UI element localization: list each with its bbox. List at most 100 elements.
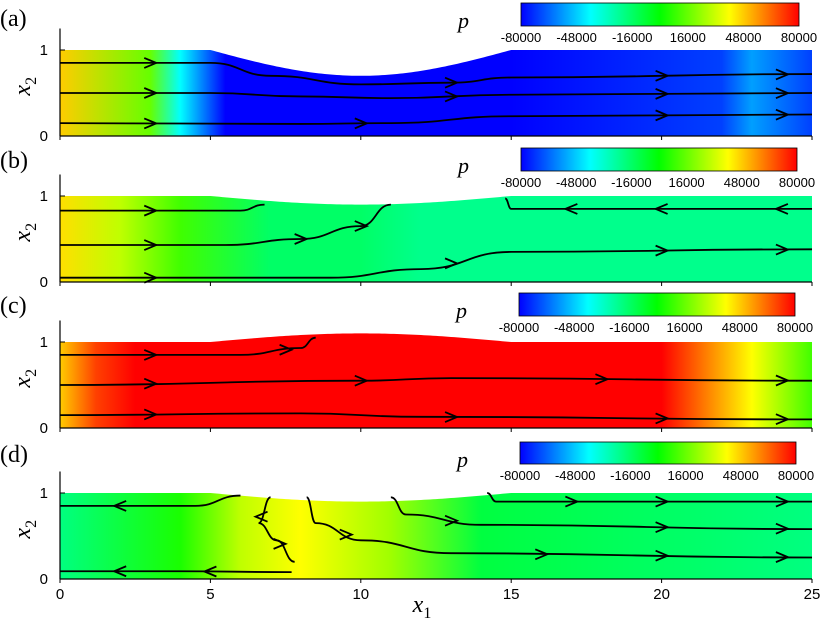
y-tick-label: 1 — [40, 485, 48, 502]
y-tick-label: 0 — [40, 571, 48, 588]
y-axis-title: x2 — [10, 77, 40, 97]
axes-b: 0 1 x2 — [10, 174, 813, 291]
streamlines-c — [59, 336, 813, 426]
colorbar-a: -80000 -48000 -16000 16000 48000 80000 p — [456, 2, 817, 45]
colorbar-tick-label: -16000 — [609, 320, 649, 335]
colorbar-tick-label: -48000 — [555, 468, 595, 483]
streamline — [59, 113, 813, 125]
panel-c: (c) 0 1 x2 -80000 -48000 -16000 16000 48000 800… — [0, 292, 813, 437]
colorbar-tick-label: -48000 — [554, 320, 594, 335]
streamline — [60, 570, 292, 574]
y-tick-label: 1 — [40, 334, 48, 351]
streamline-arrow — [655, 495, 670, 508]
x-tick-label: 10 — [352, 586, 369, 603]
streamline-arrow — [444, 514, 460, 527]
colorbar-c: -80000 -48000 -16000 16000 48000 80000 p — [454, 292, 813, 335]
colorbar-tick-label: -80000 — [500, 468, 540, 483]
streamline-arrow — [143, 87, 159, 99]
panel-a: (a) 0 1 x2 -80000 -48000 -16000 16000 48000 800… — [0, 2, 817, 145]
streamline — [59, 412, 813, 421]
streamline-arrow — [655, 69, 670, 82]
pressure-domain — [60, 333, 812, 428]
streamlines-d — [60, 492, 813, 578]
colorbar-label: p — [456, 8, 469, 33]
streamline-arrow — [273, 538, 288, 550]
colorbar-strip — [520, 2, 800, 27]
streamline-arrow — [354, 220, 370, 232]
pressure-field-b — [60, 196, 812, 282]
streamline-arrow — [202, 565, 217, 578]
streamline-arrow — [143, 117, 159, 130]
colorbar-tick-label: 48000 — [723, 468, 759, 483]
colorbar-label: p — [454, 298, 467, 323]
colorbar-strip — [520, 147, 798, 172]
y-tick-label: 0 — [40, 128, 48, 145]
colorbar-tick-label: -16000 — [612, 30, 652, 45]
streamline-arrow — [595, 373, 610, 386]
colorbar-tick-label: 48000 — [725, 30, 761, 45]
streamline-arrow — [444, 90, 460, 103]
colorbar-tick-label: -48000 — [556, 30, 596, 45]
colorbar-label: p — [456, 153, 469, 178]
colorbar-tick-label: 16000 — [667, 320, 703, 335]
streamline-arrow — [655, 244, 670, 257]
colorbar-b: -80000 -48000 -16000 16000 48000 80000 p — [456, 147, 815, 190]
streamline — [258, 496, 295, 563]
pressure-domain — [60, 493, 812, 579]
x-tick-label: 5 — [206, 586, 214, 603]
pressure-field-c — [60, 333, 812, 428]
colorbar-tick-label: 80000 — [781, 30, 817, 45]
streamline-arrow — [143, 239, 159, 251]
streamline — [60, 61, 813, 86]
streamline-arrow — [775, 108, 791, 121]
y-axis-title: x2 — [10, 520, 40, 540]
streamline-arrow — [775, 495, 791, 508]
axes-a: 0 1 x2 — [10, 28, 813, 145]
streamline — [60, 92, 813, 100]
streamline — [60, 494, 241, 507]
streamline-arrow — [653, 203, 668, 215]
streamline-arrow — [655, 521, 670, 533]
colorbar-tick-label: 80000 — [779, 175, 815, 190]
streamline-arrow — [111, 500, 127, 512]
pressure-field-d — [60, 493, 812, 579]
streamline — [60, 248, 813, 279]
colorbar-tick-label: -16000 — [610, 468, 650, 483]
y-tick-label: 1 — [40, 188, 48, 205]
colorbar-label: p — [455, 447, 468, 472]
streamline-arrow — [143, 271, 159, 284]
y-axis-title: x2 — [10, 369, 40, 389]
streamline-arrow — [444, 257, 460, 270]
streamline-arrow — [775, 243, 791, 256]
x-tick-label: 20 — [653, 586, 670, 603]
colorbar-tick-label: -80000 — [501, 175, 541, 190]
streamline-arrow — [444, 76, 460, 89]
streamline-arrow — [775, 413, 791, 426]
streamline — [486, 492, 812, 503]
y-tick-label: 1 — [40, 42, 48, 59]
streamline-arrow — [354, 374, 370, 387]
streamline-arrow — [565, 495, 580, 508]
y-tick-label: 0 — [40, 274, 48, 291]
streamline-arrow — [563, 203, 578, 215]
panel-label-c: (c) — [0, 293, 27, 319]
streamline — [60, 203, 265, 212]
streamline-arrow — [655, 549, 670, 562]
streamline-arrow — [655, 412, 670, 425]
axes-c: 0 1 x2 — [10, 320, 813, 437]
colorbar-tick-label: -48000 — [556, 175, 596, 190]
colorbar-tick-label: -80000 — [501, 30, 541, 45]
streamline-arrow — [775, 374, 791, 387]
streamline-arrow — [253, 510, 268, 523]
streamline-arrow — [339, 528, 355, 541]
streamline-arrow — [775, 551, 791, 563]
colorbar-tick-label: 48000 — [724, 175, 760, 190]
colorbar-strip — [519, 441, 797, 465]
streamline-arrow — [279, 343, 294, 356]
streamlines-a — [59, 57, 813, 130]
colorbar-tick-label: 48000 — [722, 320, 758, 335]
colorbar-tick-label: 16000 — [668, 468, 704, 483]
streamline — [59, 377, 813, 386]
